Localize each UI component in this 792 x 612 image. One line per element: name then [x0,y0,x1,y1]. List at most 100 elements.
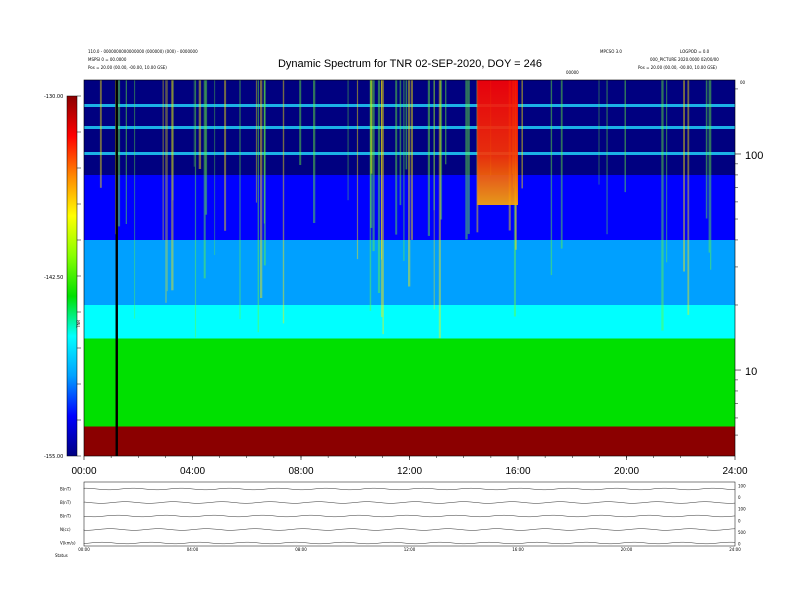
colorbar [66,95,78,457]
header-center-small: 00000 [566,70,579,75]
x-tick-label: 20:00 [614,466,639,477]
burst-streak [194,80,197,338]
y-tick-label: 100 [745,150,763,162]
strip-label: B(nT) [60,487,71,492]
strip-label: N(cc) [60,527,71,532]
burst-streak [125,80,127,224]
burst-streak [381,80,383,317]
strip-x-axis: 00:00 04:00 08:00 12:00 16:00 20:00 24:00 [78,547,741,552]
burst-streak [282,80,285,324]
burst-streak [550,80,553,276]
strip-x-tick-label: 24:00 [729,547,741,552]
streak-0 [84,104,735,107]
strip-right-tick-label: 500 [738,530,746,535]
burst-streak [438,80,441,339]
burst-streak [260,80,263,298]
header-right-line-3: 000_PICTURE 2020.0000 02/00/00 [650,57,719,62]
burst-streak [372,80,375,252]
burst-streak [666,80,668,263]
strip-right-tick-label: 0 [738,518,741,523]
burst-streak [411,80,413,240]
strip-trace [83,528,736,531]
x-tick-label: 00:00 [71,466,96,477]
burst-streak [263,80,265,224]
header-right-line-4: Pos = 20.00 (00.00, -00.00, 10.00 GSE) [638,65,717,70]
burst-streak [257,80,259,333]
burst-streak [205,80,208,215]
burst-streak [166,80,168,292]
header-corner-small: 00 [740,80,746,85]
strip-right-tick-label: 100 [738,484,746,489]
burst-streak [521,80,523,189]
burst-streak [299,80,302,165]
burst-streak [99,80,102,188]
strip-x-tick-label: 08:00 [295,547,307,552]
burst-streak [370,80,373,174]
burst-streak [403,80,405,261]
strip-panel-border [83,481,736,547]
burst-streak [224,80,227,231]
streak-2 [84,152,735,155]
x-tick-label: 04:00 [180,466,205,477]
strip-x-tick-label: 00:00 [78,547,90,552]
burst-streak [134,80,136,319]
burst-streak [382,80,384,335]
streak-1 [84,126,735,129]
strip-trace [83,514,736,518]
burst-streak [263,80,266,266]
colorbar-axis-label: TNR [76,320,81,329]
burst-streak [172,80,174,201]
burst-streak [193,80,195,167]
colorbar-mid-label: -142.50 [44,275,63,281]
strip-trace [83,487,736,491]
strip-footer-label: Status [55,553,68,558]
burst-streak [165,80,167,303]
strip-labels: B(nT) B(nT) B(nT) N(cc) V(km/s) [60,487,76,546]
x-tick-label: 08:00 [288,466,313,477]
colorbar-ticks [77,95,81,457]
y-axis: 100 10 [735,88,763,436]
data-gap-line [115,80,118,456]
spectrogram-background [84,80,735,456]
burst-streak [255,80,257,203]
page-title: Dynamic Spectrum for TNR 02-SEP-2020, DO… [277,58,542,70]
radio-burst [477,80,518,205]
burst-streak [162,80,164,240]
strip-x-tick-label: 12:00 [404,547,416,552]
burst-streak [377,80,381,293]
burst-streak [356,80,359,260]
burst-streak [347,80,349,201]
burst-streak [705,80,708,219]
burst-streak [606,80,608,235]
burst-streak [198,80,202,169]
header-right-line-2: LOGPOD = 0.0 [680,49,710,54]
burst-streak [214,80,216,255]
burst-streak [687,80,690,315]
strip-right-tick-label: 100 [738,507,746,512]
burst-streak [560,80,563,249]
strip-label: B(nT) [60,514,71,519]
burst-streak [433,80,435,211]
strip-right-tick-label: 0 [738,495,741,500]
burst-streak [683,80,685,272]
burst-streak [313,80,316,223]
burst-streak [445,80,447,165]
burst-streak [369,80,372,311]
burst-streak [433,80,435,310]
strip-label: V(km/s) [60,541,76,546]
header-left-line-2: MSPSI 0 = 00.0000 [88,57,127,62]
strip-panel: B(nT)B(nT)B(nT)N(cc)V(km/s) 100010005000… [55,481,746,558]
header-left-line-3: Pos = 20.00 (00.00, -00.00, 10.00 GSE) [88,65,167,70]
strip-right-tick-label: 0 [738,542,741,547]
burst-streak [239,80,241,320]
strip-x-tick-label: 20:00 [621,547,633,552]
burst-streak [710,80,712,270]
burst-streak [624,80,626,193]
strip-x-tick-label: 16:00 [512,547,524,552]
colorbar-bottom-label: -155.00 [44,454,63,460]
burst-streak [440,80,443,220]
burst-streak [598,80,600,185]
header-left-line-1: 110.0 - 0000000000000000 (000000) (000) … [88,49,198,54]
